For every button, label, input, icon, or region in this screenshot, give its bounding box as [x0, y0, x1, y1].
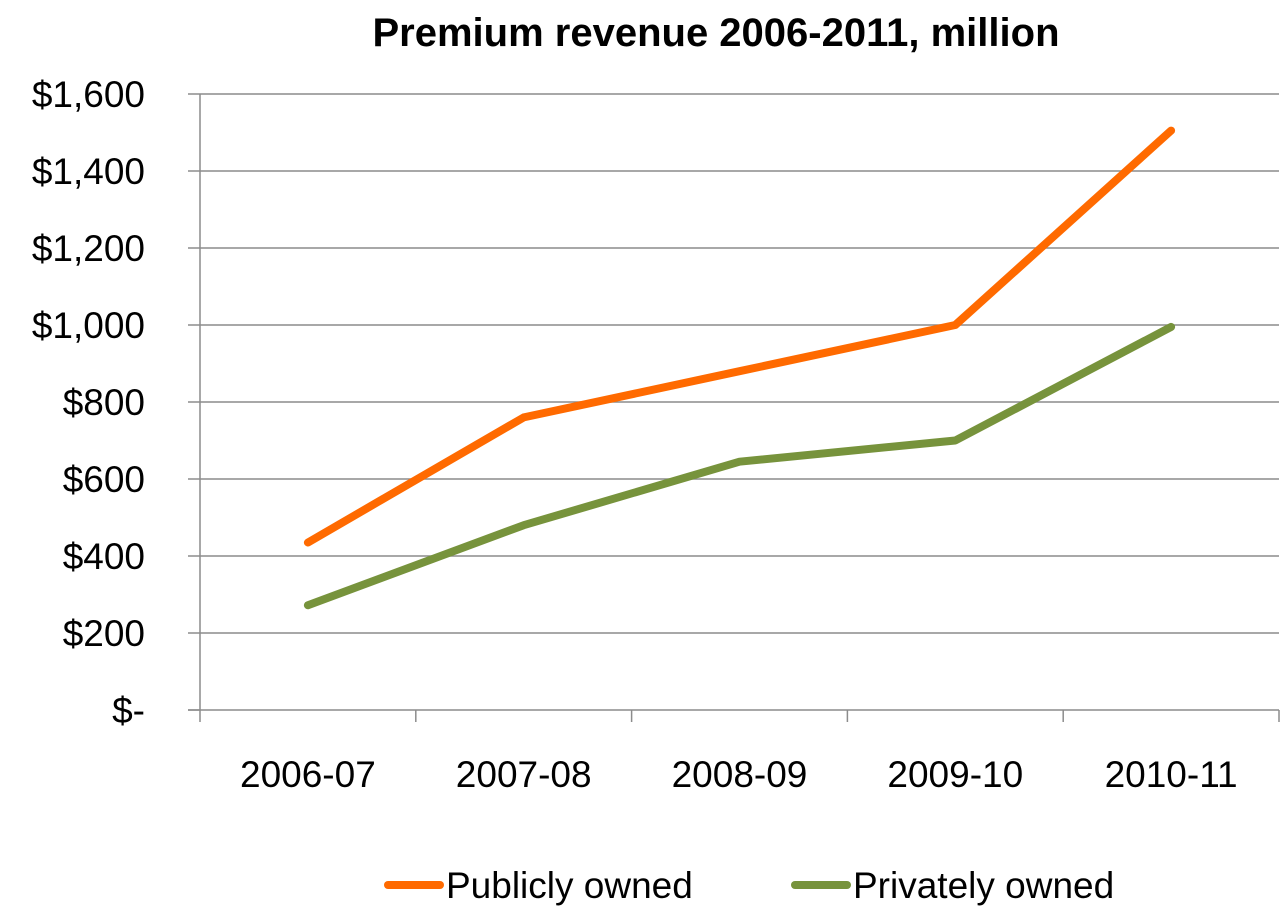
legend: Publicly owned Privately owned — [384, 865, 1114, 906]
series-lines — [303, 126, 1176, 610]
y-tick-label: $800 — [63, 382, 145, 423]
legend-label: Publicly owned — [446, 865, 693, 906]
y-tick-label: $1,400 — [32, 151, 145, 192]
gridlines — [200, 93, 1279, 634]
y-tick-label: $- — [112, 690, 145, 731]
x-tick-label: 2006-07 — [240, 754, 376, 795]
y-tick-label: $1,200 — [32, 228, 145, 269]
series-line-privately-owned — [303, 322, 1176, 610]
x-tick-label: 2010-11 — [1105, 754, 1238, 795]
chart-title: Premium revenue 2006-2011, million — [372, 11, 1059, 55]
y-axis-tick-labels: $1,600 $1,400 $1,200 $1,000 $800 $600 $400 $200… — [32, 74, 145, 731]
y-tick-label: $1,000 — [32, 305, 145, 346]
x-axis-tick-labels: 2006-07 2007-08 2008-09 2009-10 2010-11 — [240, 754, 1238, 795]
axes — [188, 93, 1280, 722]
y-tick-label: $400 — [63, 536, 145, 577]
legend-label: Privately owned — [853, 865, 1114, 906]
series-line-publicly-owned — [303, 126, 1176, 547]
x-tick-label: 2009-10 — [887, 754, 1023, 795]
x-tick-label: 2007-08 — [456, 754, 592, 795]
y-tick-label: $200 — [63, 613, 145, 654]
y-tick-label: $1,600 — [32, 74, 145, 115]
y-tick-label: $600 — [63, 459, 145, 500]
x-tick-label: 2008-09 — [672, 754, 808, 795]
